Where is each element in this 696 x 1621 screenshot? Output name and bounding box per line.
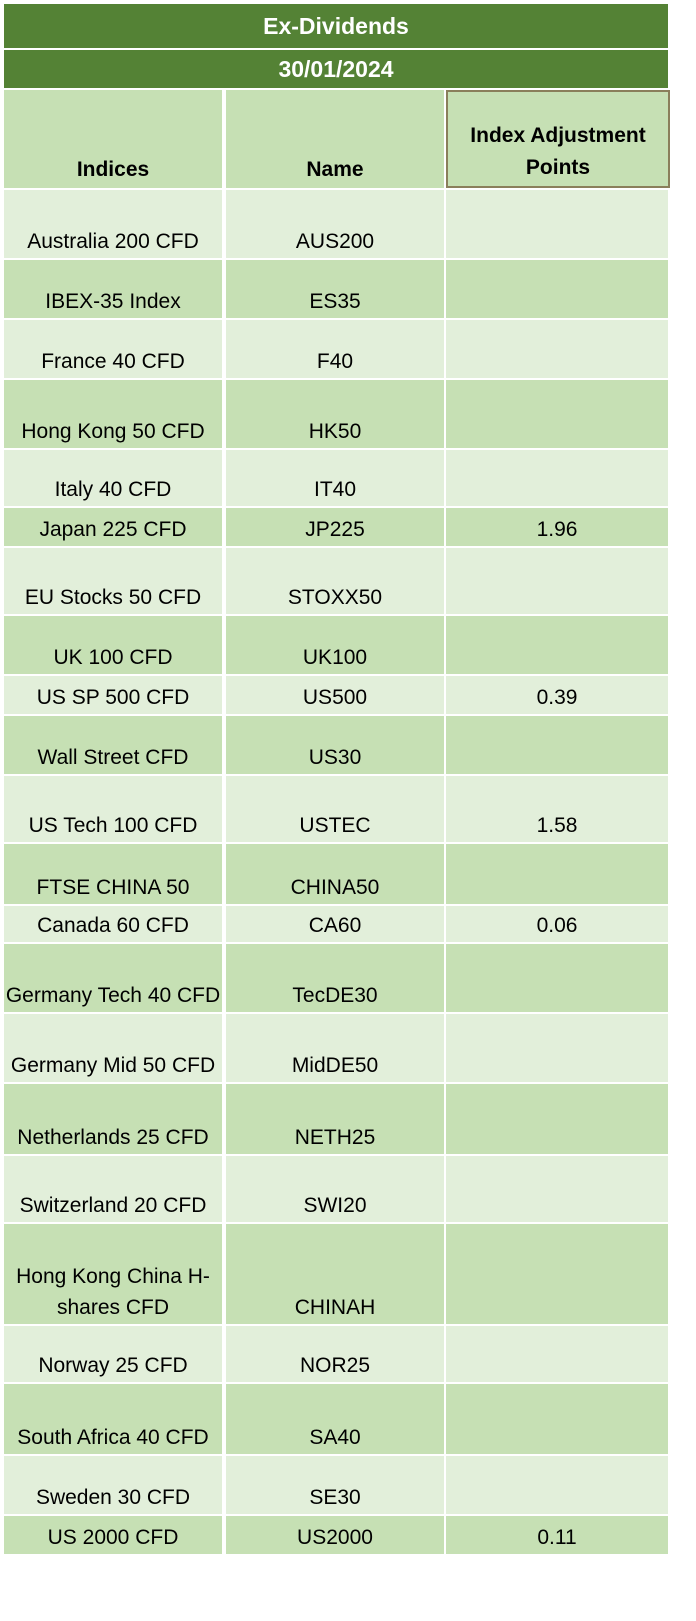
header-adjustment-points: Index Adjustment Points — [446, 90, 670, 188]
cell-name: US30 — [226, 716, 444, 774]
cell-index: IBEX-35 Index — [4, 260, 222, 318]
cell-points: 0.06 — [446, 906, 668, 942]
cell-points — [446, 944, 668, 1012]
cell-points — [446, 320, 668, 378]
cell-name: TecDE30 — [226, 944, 444, 1012]
sheet-date: 30/01/2024 — [4, 50, 668, 88]
cell-name: HK50 — [226, 380, 444, 448]
cell-name: JP225 — [226, 508, 444, 546]
table-row: Sweden 30 CFD SE30 — [4, 1456, 668, 1514]
cell-name: NOR25 — [226, 1326, 444, 1382]
table-row: EU Stocks 50 CFD STOXX50 — [4, 548, 668, 614]
cell-index: South Africa 40 CFD — [4, 1384, 222, 1454]
cell-points — [446, 1224, 668, 1324]
cell-name: NETH25 — [226, 1084, 444, 1154]
cell-points: 1.58 — [446, 776, 668, 842]
cell-index: Netherlands 25 CFD — [4, 1084, 222, 1154]
table-row: IBEX-35 Index ES35 — [4, 260, 668, 318]
table-row: US Tech 100 CFD USTEC 1.58 — [4, 776, 668, 842]
table-row: Germany Mid 50 CFD MidDE50 — [4, 1014, 668, 1082]
cell-name: SA40 — [226, 1384, 444, 1454]
table-row: Switzerland 20 CFD SWI20 — [4, 1156, 668, 1222]
table-row: FTSE CHINA 50 CHINA50 — [4, 844, 668, 904]
cell-points — [446, 1156, 668, 1222]
table-row: Wall Street CFD US30 — [4, 716, 668, 774]
table-row: Hong Kong 50 CFD HK50 — [4, 380, 668, 448]
table-row: Norway 25 CFD NOR25 — [4, 1326, 668, 1382]
cell-index: Japan 225 CFD — [4, 508, 222, 546]
cell-index: France 40 CFD — [4, 320, 222, 378]
cell-name: IT40 — [226, 450, 444, 506]
cell-index: Hong Kong China H-shares CFD — [4, 1224, 222, 1324]
cell-name: ES35 — [226, 260, 444, 318]
cell-points — [446, 380, 668, 448]
cell-points — [446, 716, 668, 774]
cell-name: STOXX50 — [226, 548, 444, 614]
cell-name: F40 — [226, 320, 444, 378]
cell-name: CHINAH — [226, 1224, 444, 1324]
cell-points — [446, 548, 668, 614]
cell-points: 1.96 — [446, 508, 668, 546]
cell-index: Sweden 30 CFD — [4, 1456, 222, 1514]
table-row: France 40 CFD F40 — [4, 320, 668, 378]
cell-name: CA60 — [226, 906, 444, 942]
cell-index: Australia 200 CFD — [4, 190, 222, 258]
table-row: Japan 225 CFD JP225 1.96 — [4, 508, 668, 546]
cell-index: EU Stocks 50 CFD — [4, 548, 222, 614]
cell-name: MidDE50 — [226, 1014, 444, 1082]
table-row: Italy 40 CFD IT40 — [4, 450, 668, 506]
cell-index: Germany Tech 40 CFD — [4, 944, 222, 1012]
cell-points — [446, 1456, 668, 1514]
cell-name: AUS200 — [226, 190, 444, 258]
header-indices: Indices — [4, 90, 222, 188]
cell-name: US500 — [226, 676, 444, 714]
cell-points — [446, 260, 668, 318]
cell-index: UK 100 CFD — [4, 616, 222, 674]
table-row: Netherlands 25 CFD NETH25 — [4, 1084, 668, 1154]
table-row: South Africa 40 CFD SA40 — [4, 1384, 668, 1454]
cell-points: 0.39 — [446, 676, 668, 714]
cell-name: CHINA50 — [226, 844, 444, 904]
cell-index: Wall Street CFD — [4, 716, 222, 774]
cell-index: Norway 25 CFD — [4, 1326, 222, 1382]
table-row: US 2000 CFD US2000 0.11 — [4, 1516, 668, 1554]
cell-points — [446, 1014, 668, 1082]
table-row: UK 100 CFD UK100 — [4, 616, 668, 674]
cell-index: US Tech 100 CFD — [4, 776, 222, 842]
cell-index: Germany Mid 50 CFD — [4, 1014, 222, 1082]
cell-name: SE30 — [226, 1456, 444, 1514]
cell-points — [446, 844, 668, 904]
cell-points — [446, 1326, 668, 1382]
cell-points — [446, 616, 668, 674]
table-row: Canada 60 CFD CA60 0.06 — [4, 906, 668, 942]
cell-points — [446, 1384, 668, 1454]
cell-points — [446, 450, 668, 506]
cell-name: SWI20 — [226, 1156, 444, 1222]
table-row: Australia 200 CFD AUS200 — [4, 190, 668, 258]
cell-name: US2000 — [226, 1516, 444, 1554]
cell-index: US 2000 CFD — [4, 1516, 222, 1554]
sheet-title: Ex-Dividends — [4, 4, 668, 48]
cell-index: Hong Kong 50 CFD — [4, 380, 222, 448]
cell-name: USTEC — [226, 776, 444, 842]
cell-index: Switzerland 20 CFD — [4, 1156, 222, 1222]
cell-index: Canada 60 CFD — [4, 906, 222, 942]
cell-points — [446, 190, 668, 258]
cell-index: US SP 500 CFD — [4, 676, 222, 714]
cell-points — [446, 1084, 668, 1154]
table-row: Germany Tech 40 CFD TecDE30 — [4, 944, 668, 1012]
table-row: US SP 500 CFD US500 0.39 — [4, 676, 668, 714]
cell-name: UK100 — [226, 616, 444, 674]
cell-points: 0.11 — [446, 1516, 668, 1554]
table-row: Hong Kong China H-shares CFD CHINAH — [4, 1224, 668, 1324]
cell-index: FTSE CHINA 50 — [4, 844, 222, 904]
cell-index: Italy 40 CFD — [4, 450, 222, 506]
header-name: Name — [226, 90, 444, 188]
